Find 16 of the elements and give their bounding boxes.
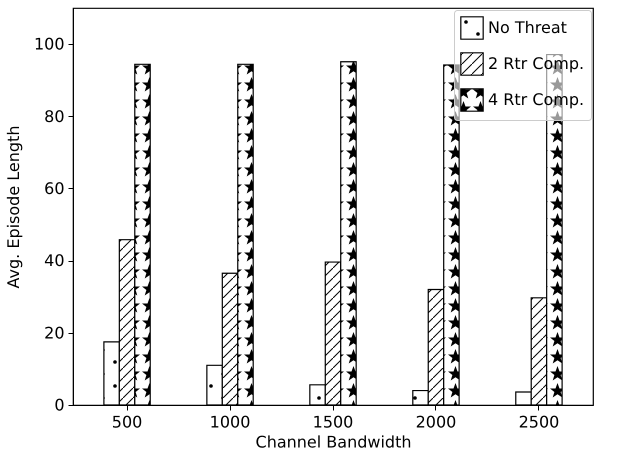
- y-tick-label: 0: [54, 396, 64, 414]
- y-tick-label: 60: [44, 178, 64, 198]
- x-tick-label: 2500: [518, 412, 560, 432]
- y-axis-title: Avg. Episode Length: [4, 126, 23, 288]
- legend-label: No Threat: [488, 18, 567, 37]
- legend-label: 2 Rtr Comp.: [488, 54, 584, 73]
- x-tick-label: 2000: [416, 412, 456, 432]
- x-tick-label: 1000: [210, 412, 250, 432]
- x-axis-title: Channel Bandwidth: [256, 432, 412, 452]
- y-tick-label: 80: [44, 106, 64, 126]
- y-tick-label: 40: [44, 251, 64, 270]
- x-tick-label: 1500: [312, 412, 354, 432]
- x-tick-label: 500: [112, 412, 142, 432]
- legend-label: 4 Rtr Comp.: [488, 90, 584, 109]
- y-tick-label: 100: [34, 34, 64, 54]
- y-tick-label: 20: [44, 323, 64, 342]
